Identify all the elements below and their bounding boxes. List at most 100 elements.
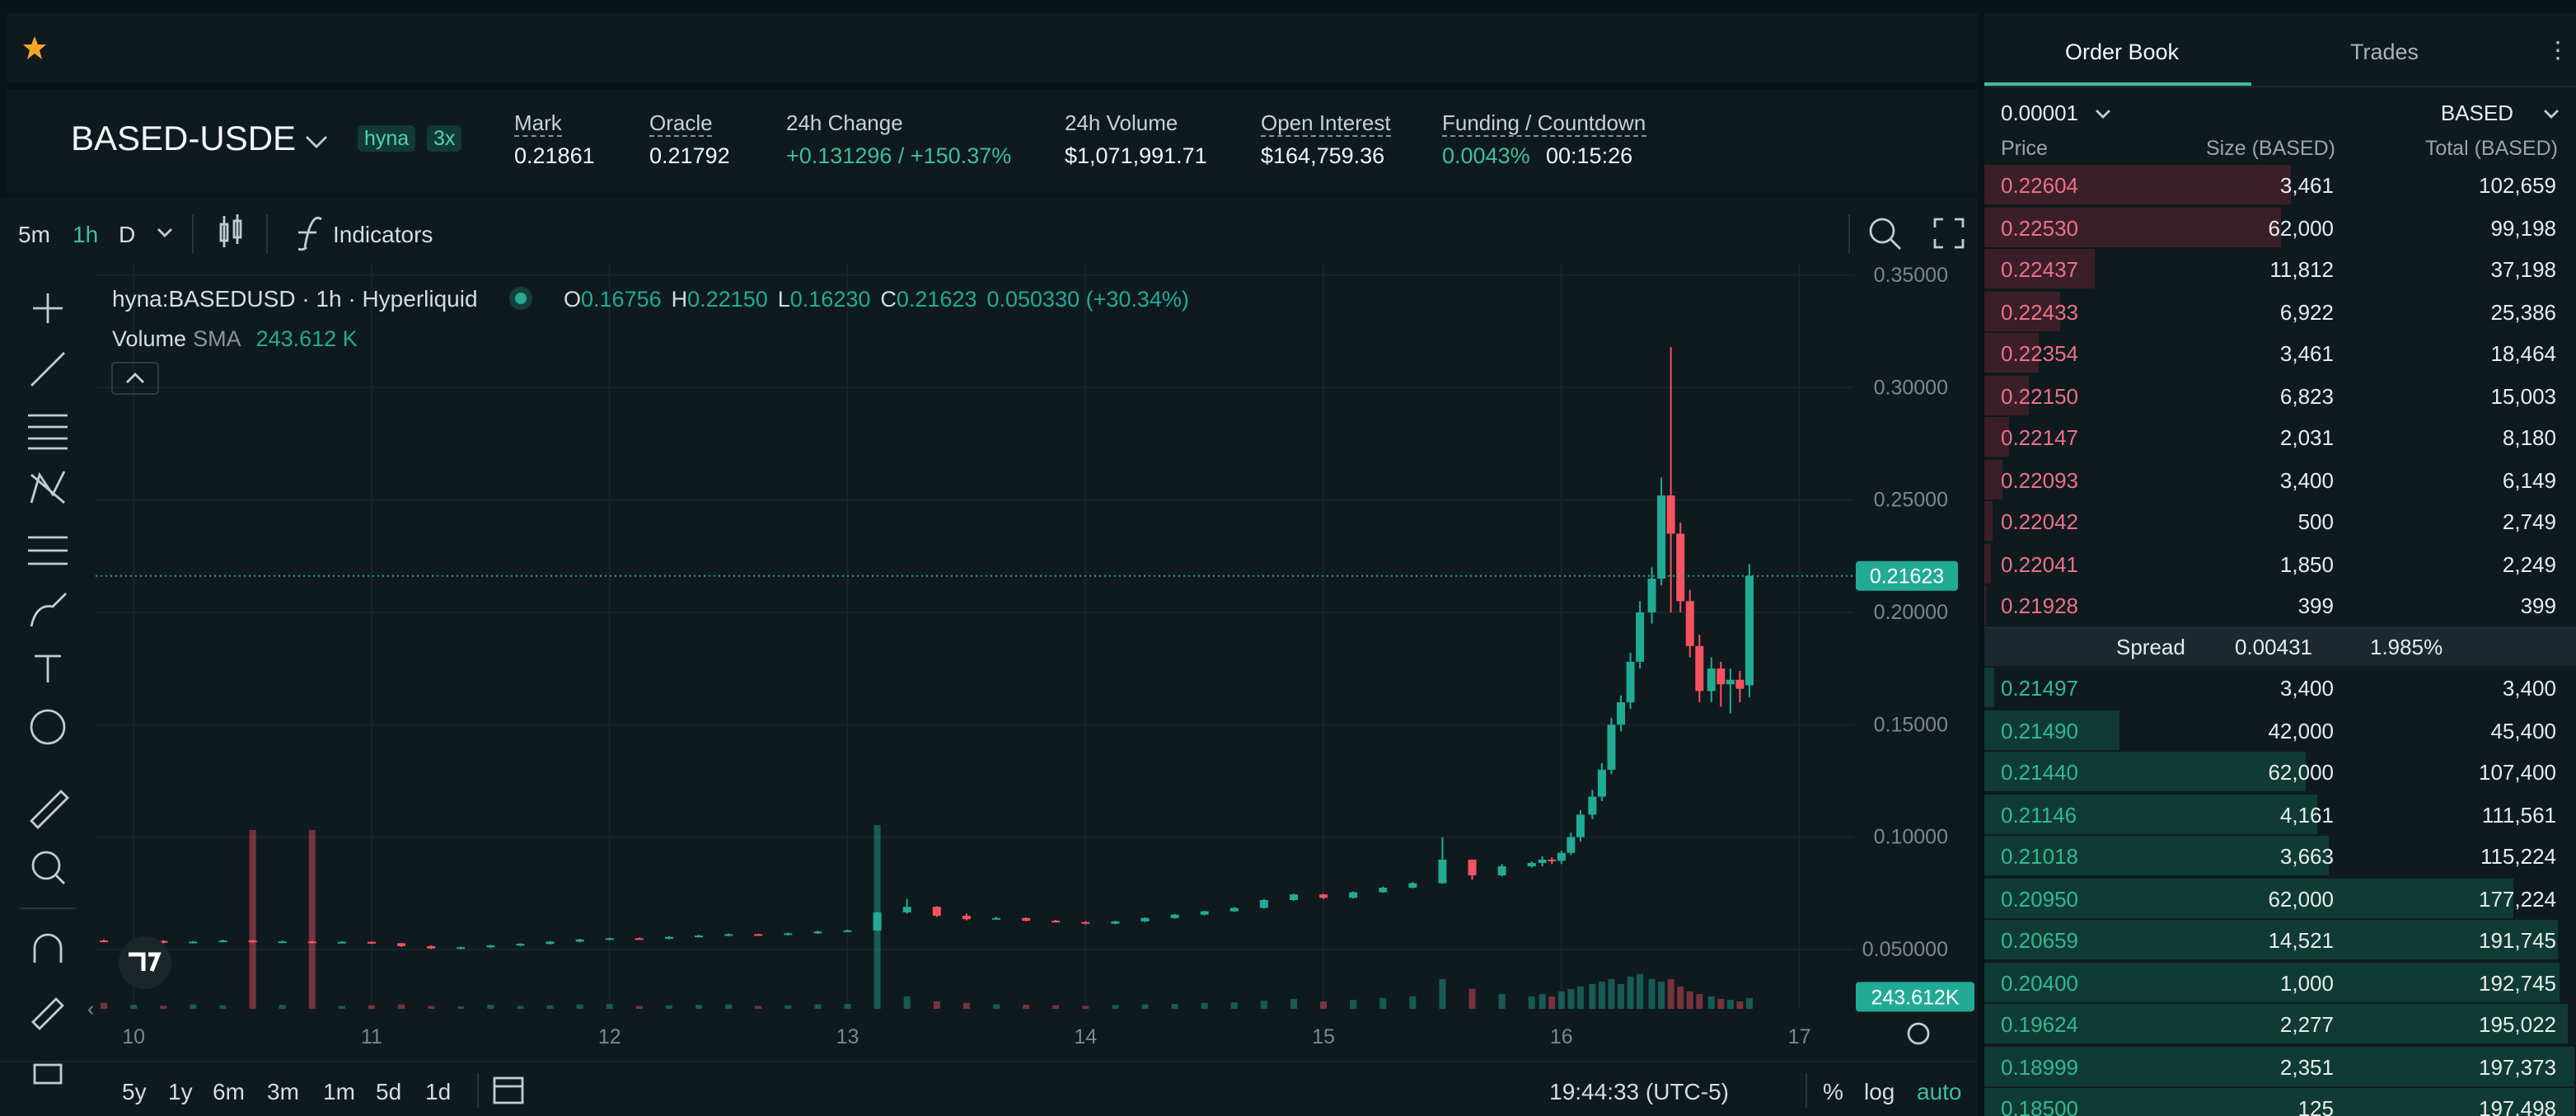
bid-row[interactable]: 0.21146 4,161 111,561 bbox=[1984, 794, 2574, 833]
volume-bar bbox=[1528, 996, 1535, 1009]
candle-body bbox=[1707, 668, 1716, 692]
volume-bar bbox=[1745, 997, 1753, 1009]
interval[interactable]: D bbox=[119, 222, 135, 247]
volume-bar bbox=[696, 1005, 703, 1009]
ask-row[interactable]: 0.22530 62,000 99,198 bbox=[1984, 207, 2574, 246]
prediction-tool[interactable] bbox=[28, 536, 68, 565]
zoom-tool[interactable] bbox=[31, 851, 65, 884]
bid-row[interactable]: 0.20659 14,521 191,745 bbox=[1984, 920, 2574, 959]
tradingview-logo bbox=[119, 936, 171, 989]
interval-chevron[interactable] bbox=[157, 228, 172, 237]
candle-body bbox=[248, 940, 257, 943]
candle-body bbox=[1468, 859, 1477, 876]
tick-size-chevron[interactable] bbox=[2095, 109, 2111, 122]
stay-drawing-tool[interactable] bbox=[31, 997, 64, 1030]
pattern-tool[interactable] bbox=[30, 471, 66, 504]
goto-date-icon[interactable] bbox=[493, 1076, 524, 1104]
ask-row[interactable]: 0.22433 6,922 25,386 bbox=[1984, 291, 2574, 331]
candle-body bbox=[1111, 921, 1120, 924]
tab[interactable]: Order Book bbox=[2065, 40, 2180, 64]
collapse-legend-button[interactable] bbox=[111, 362, 159, 395]
interval[interactable]: 5m bbox=[18, 222, 50, 247]
ruler-tool[interactable] bbox=[30, 790, 69, 829]
ask-row[interactable]: 0.22093 3,400 6,149 bbox=[1984, 459, 2574, 499]
price: 0.20400 bbox=[2001, 970, 2078, 995]
ask-row[interactable]: 0.21928 399 399 bbox=[1984, 585, 2574, 625]
ask-row[interactable]: 0.22604 3,461 102,659 bbox=[1984, 165, 2574, 204]
bid-row[interactable]: 0.20400 1,000 192,745 bbox=[1984, 962, 2574, 1001]
range-button[interactable]: 1d bbox=[425, 1079, 451, 1104]
bid-row[interactable]: 0.20950 62,000 177,224 bbox=[1984, 878, 2574, 917]
range-button[interactable]: 1y bbox=[168, 1079, 193, 1104]
candle-body bbox=[962, 916, 971, 920]
column-header: Total (BASED) bbox=[2424, 137, 2558, 160]
ask-row[interactable]: 0.22150 6,823 15,003 bbox=[1984, 375, 2574, 415]
more-menu[interactable]: ⋮ bbox=[2546, 36, 2569, 63]
indicators-icon[interactable] bbox=[297, 217, 322, 251]
tab[interactable]: Trades bbox=[2350, 40, 2419, 64]
scale-option[interactable]: auto bbox=[1917, 1079, 1962, 1104]
candle-body bbox=[1438, 859, 1447, 884]
symbol-chevron[interactable] bbox=[305, 134, 328, 150]
total: 197,498 bbox=[2479, 1096, 2556, 1116]
y-tick-label: 0.15000 bbox=[1874, 713, 1948, 736]
x-tick-label: 11 bbox=[361, 1025, 382, 1048]
symbol[interactable]: BASED-USDE bbox=[71, 120, 297, 158]
bid-row[interactable]: 0.21018 3,663 115,224 bbox=[1984, 836, 2574, 875]
scale-option[interactable]: % bbox=[1823, 1079, 1843, 1104]
depth-bar bbox=[1984, 165, 2292, 204]
collapse-legend-icon[interactable] bbox=[126, 373, 144, 383]
y-tick-label: 0.25000 bbox=[1874, 489, 1948, 512]
ohlc-value: 0.16756 bbox=[581, 287, 662, 312]
total: 15,003 bbox=[2490, 383, 2556, 408]
emoji-tool[interactable] bbox=[30, 709, 66, 745]
ohlc-key: C bbox=[880, 287, 897, 312]
stat-value: 0.21861 bbox=[514, 143, 595, 168]
volume-bar bbox=[368, 1005, 375, 1009]
unit-select[interactable]: BASED bbox=[2440, 101, 2513, 125]
bid-row[interactable]: 0.21490 42,000 45,400 bbox=[1984, 710, 2574, 749]
unit-chevron[interactable] bbox=[2543, 109, 2560, 122]
size: 3,461 bbox=[2279, 173, 2334, 198]
scale-option[interactable]: log bbox=[1864, 1079, 1895, 1104]
range-button[interactable]: 5y bbox=[122, 1079, 147, 1104]
collapse-arrow[interactable]: ‹ bbox=[87, 997, 94, 1020]
fullscreen-icon[interactable] bbox=[1933, 218, 1965, 249]
ask-row[interactable]: 0.22042 500 2,749 bbox=[1984, 501, 2574, 541]
crosshair-tool[interactable] bbox=[33, 293, 63, 323]
ask-row[interactable]: 0.22147 2,031 8,180 bbox=[1984, 417, 2574, 457]
trendline-tool[interactable] bbox=[30, 352, 65, 387]
candle-body bbox=[724, 934, 733, 936]
price: 0.22530 bbox=[2001, 215, 2078, 240]
bid-row[interactable]: 0.21497 3,400 3,400 bbox=[1984, 668, 2574, 707]
ask-row[interactable]: 0.22041 1,850 2,249 bbox=[1984, 543, 2574, 583]
text-tool[interactable] bbox=[35, 654, 61, 682]
chart-panel bbox=[0, 198, 1978, 1116]
zoom-icon[interactable] bbox=[1869, 218, 1901, 250]
lock-tool[interactable] bbox=[33, 1063, 63, 1085]
fib-tool[interactable] bbox=[28, 414, 68, 450]
ask-row[interactable]: 0.22354 3,461 18,464 bbox=[1984, 333, 2574, 373]
range-button[interactable]: 3m bbox=[267, 1079, 299, 1104]
chart-type-icon[interactable] bbox=[219, 214, 242, 247]
volume-sma-label: 243.612K bbox=[1871, 986, 1959, 1009]
bid-row[interactable]: 0.21440 62,000 107,400 bbox=[1984, 752, 2574, 791]
range-button[interactable]: 1m bbox=[323, 1079, 355, 1104]
top-bar bbox=[7, 13, 1978, 82]
range-button[interactable]: 5d bbox=[376, 1079, 401, 1104]
settings-icon[interactable] bbox=[1907, 1022, 1930, 1045]
size: 2,031 bbox=[2279, 425, 2334, 450]
bid-row[interactable]: 0.19624 2,277 195,022 bbox=[1984, 1004, 2574, 1043]
bid-row[interactable]: 0.18500 125 197,498 bbox=[1984, 1088, 2574, 1116]
bid-row[interactable]: 0.18999 2,351 197,373 bbox=[1984, 1046, 2574, 1086]
favorite-star[interactable] bbox=[23, 36, 49, 63]
indicators-button[interactable]: Indicators bbox=[333, 222, 433, 247]
interval[interactable]: 1h bbox=[73, 222, 98, 247]
tick-size[interactable]: 0.00001 bbox=[2001, 101, 2078, 125]
depth-bar bbox=[1984, 375, 2030, 415]
brush-tool[interactable] bbox=[30, 593, 67, 627]
range-button[interactable]: 6m bbox=[213, 1079, 245, 1104]
magnet-tool[interactable] bbox=[33, 933, 63, 963]
candle-body bbox=[664, 936, 673, 939]
ask-row[interactable]: 0.22437 11,812 37,198 bbox=[1984, 249, 2574, 288]
